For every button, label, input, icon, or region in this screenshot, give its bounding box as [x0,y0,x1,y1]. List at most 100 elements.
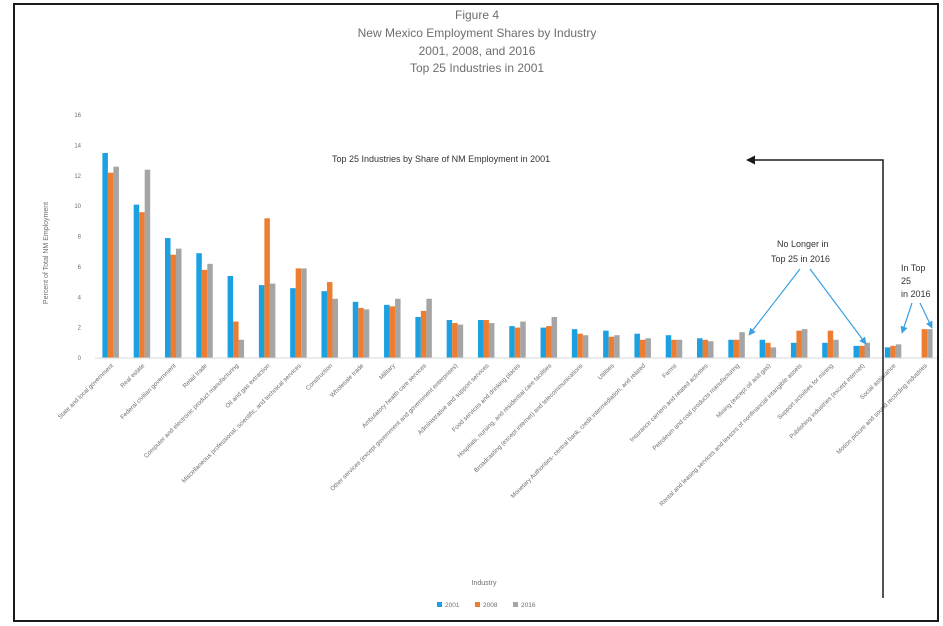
bar-2001 [884,347,891,358]
bar-2016 [520,321,526,358]
in-top-arrow-right [919,302,933,329]
chart-frame: Figure 4 New Mexico Employment Shares by… [13,3,939,622]
category-label: Wholesale trade [329,362,366,399]
bar-2001 [603,330,609,358]
bar-2001 [133,204,140,358]
bar-2008 [139,212,145,358]
category-label: Federal civilian government [119,362,178,421]
no-longer-arrow-left [748,268,801,336]
bar-2016 [582,335,589,358]
bar-2001 [258,285,265,358]
bar-2016 [770,347,777,358]
bar-2016 [739,332,745,358]
legend-swatch [475,602,480,607]
category-label: Farms [661,362,678,379]
bar-2001 [728,339,734,358]
bar-2001 [446,320,453,358]
bar-2008 [827,330,834,358]
legend-label: 2016 [521,602,536,609]
bar-2016 [269,283,276,358]
no-longer-arrow-right [809,268,867,345]
no-longer-annotation: No Longer in Top 25 in 2016 [748,239,867,345]
bar-2008 [671,339,677,358]
bar-2016 [363,309,370,358]
bar-2008 [170,254,176,358]
bar-2016 [238,339,245,358]
y-tick-label: 6 [78,265,82,271]
bar-2001 [697,338,703,358]
y-tick-label: 12 [74,174,81,180]
category-label: Mining (except oil and gas) [715,362,772,419]
bar-2008 [890,345,896,358]
chart-subtitle-3: Top 25 Industries in 2001 [410,61,544,75]
bar-2008 [326,282,333,358]
bar-2001 [196,253,202,358]
bar-2001 [102,152,108,358]
y-tick-label: 2 [78,326,82,332]
y-axis-label: Percent of Total NM Employment [43,202,50,304]
bar-2001 [509,326,515,358]
bar-2008 [608,336,615,358]
bar-2008 [733,339,740,358]
y-tick-label: 0 [78,356,82,362]
bar-2001 [477,320,484,358]
bar-2016 [833,339,839,358]
x-axis-label: Industry [472,580,497,587]
bar-2001 [384,304,390,358]
y-tick-label: 10 [74,204,81,210]
bar-2016 [175,248,182,358]
bar-2016 [551,316,558,358]
category-label: Food services and drinking places [451,362,522,433]
bar-2016 [864,342,871,358]
bar-2008 [295,268,302,358]
bar-2008 [514,327,521,359]
category-label: Ambulatory health care services [361,362,428,429]
bar-2016 [488,323,495,358]
bar-2008 [420,310,427,358]
category-label: Construction [305,362,335,392]
bar-2001 [853,345,860,358]
bar-2016 [708,341,714,358]
legend-swatch [437,602,442,607]
bar-2008 [264,218,270,358]
bar-2008 [201,269,208,358]
bar-2001 [321,291,327,358]
bar-2008 [859,345,865,358]
bar-2008 [765,342,771,358]
bar-2001 [790,342,797,358]
bar-2001 [665,335,672,358]
legend-swatch [513,602,518,607]
bar-2008 [233,321,239,358]
category-label: Support activities for mining [776,362,835,421]
bar-2016 [332,298,338,358]
legend-label: 2001 [445,602,460,609]
legend: 2001 2008 2016 [437,602,536,609]
category-label: Broadcasting (except internet) and telec… [473,362,585,474]
bar-2001 [571,329,578,358]
bar-2001 [352,301,359,358]
chart-title: Figure 4 [455,8,499,22]
top25-arrow [746,155,884,598]
y-tick-label: 4 [78,295,82,301]
bar-2008 [452,323,458,358]
legend-label: 2008 [483,602,498,609]
bar-2008 [702,339,709,358]
category-label: Retail trade [182,362,210,390]
category-label: Utilities [597,362,616,381]
category-labels: State and local government Real estateFed… [57,362,929,508]
bar-2001 [290,288,296,358]
bar-2001 [227,275,234,358]
bar-2008 [639,339,646,358]
bar-2008 [796,330,802,358]
no-longer-text-line2: Top 25 in 2016 [771,254,830,264]
bar-2001 [540,327,547,359]
top25-annotation-text: Top 25 Industries by Share of NM Employm… [332,154,550,164]
bar-2016 [676,339,683,358]
bars [102,152,933,359]
bar-2001 [634,333,640,358]
bar-2016 [895,344,902,358]
in-top-arrow-left [900,302,913,334]
bar-2001 [415,316,421,358]
bar-2016 [645,338,651,358]
in-top-annotation: In Top 25 in 2016 [900,263,933,334]
